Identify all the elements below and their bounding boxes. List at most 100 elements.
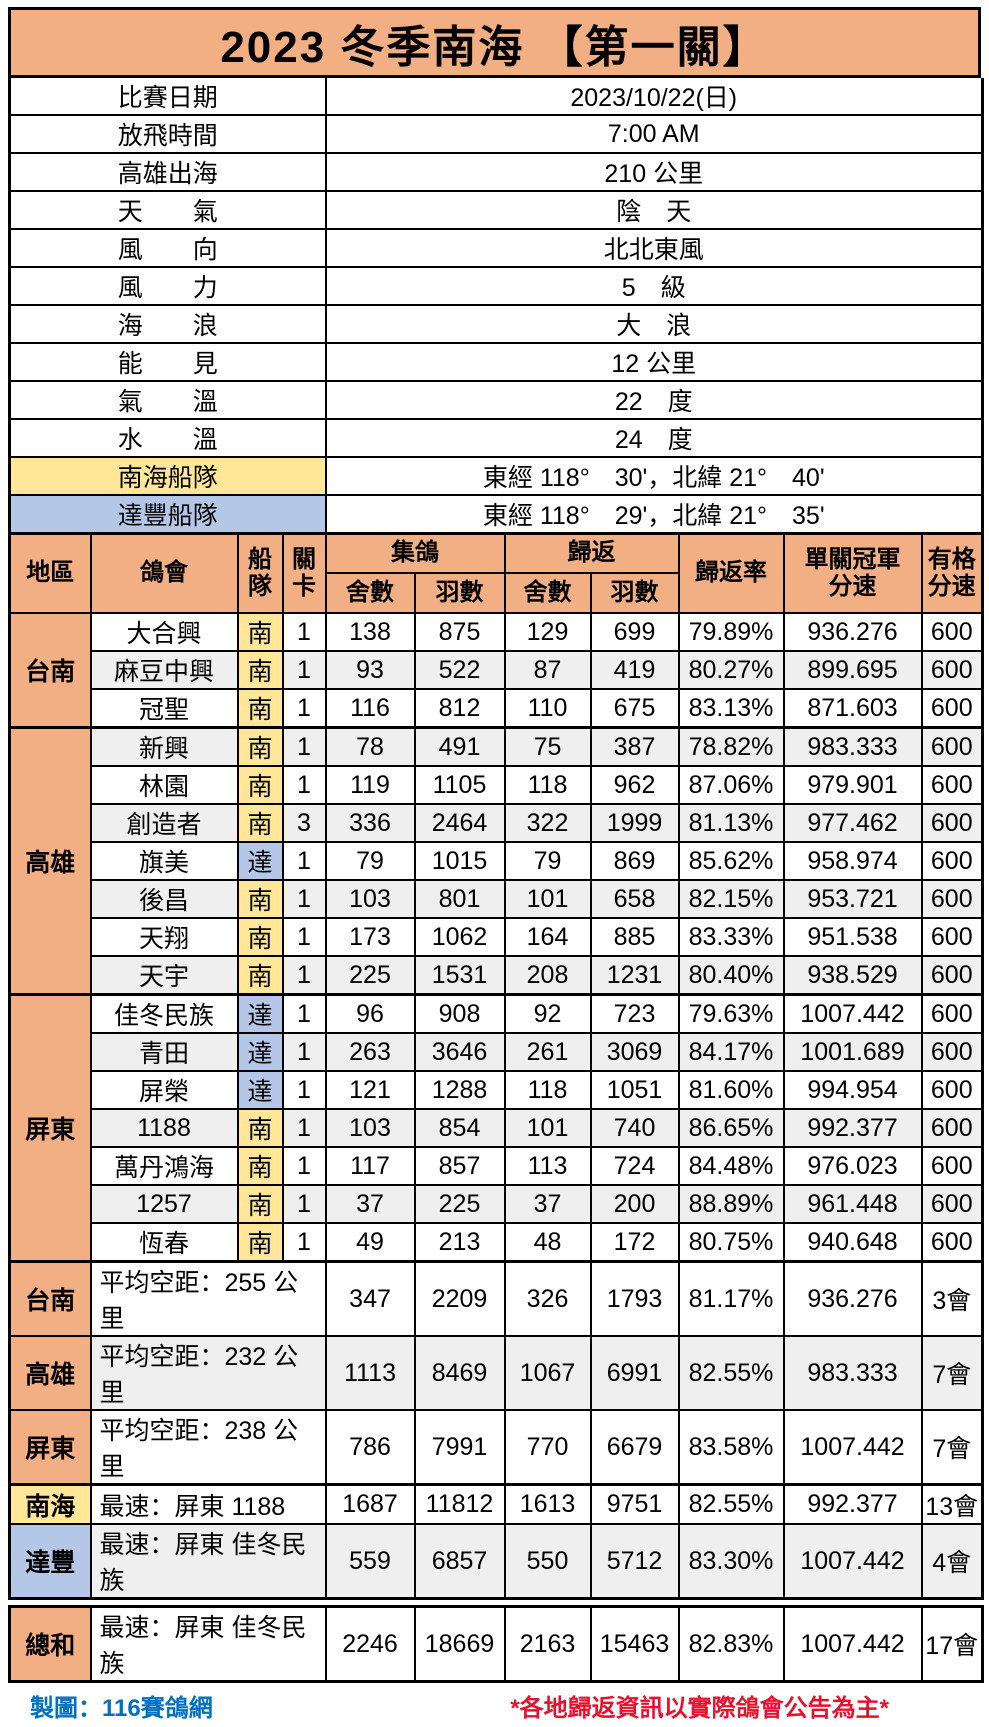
cell-rate: 78.82% [677, 726, 785, 767]
summary-label: 達豐 [8, 1523, 92, 1600]
cell-clubs: 17會 [920, 1605, 984, 1683]
page: 2023 冬季南海 【第一關】 比賽日期 2023/10/22(日) 放飛時間 7:0… [8, 7, 985, 1722]
club-row: 天宇南 1 225 1531 208 1231 80.40% 938.529 600 [10, 955, 984, 996]
region-label: 台南 [8, 613, 92, 729]
club-row: 冠聖南 1 116 812 110 675 83.13% 871.603 600 [10, 688, 984, 729]
club-row: 1188 南 1 103 854 101 740 86.65% 992.377 600 [10, 1108, 984, 1148]
cell-c_lofts: 225 [324, 955, 416, 996]
summary-desc: 最速：屏東 1188 [89, 1486, 327, 1525]
cell-r_lofts: 1613 [503, 1486, 592, 1525]
cell-r_birds: 723 [589, 993, 680, 1034]
cell-rate: 83.13% [677, 688, 785, 729]
cell-qualify: 600 [920, 1070, 984, 1110]
info-value: 22 度 [324, 380, 984, 420]
info-label: 風 力 [8, 266, 327, 306]
cell-c_lofts: 117 [324, 1146, 416, 1186]
info-row: 南海船隊 東經 118° 30'，北緯 21° 40' [8, 456, 984, 496]
info-label: 水 溫 [8, 418, 327, 458]
info-row: 放飛時間 7:00 AM [8, 114, 984, 154]
info-row: 能 見 12 公里 [8, 342, 984, 382]
cell-speed: 1007.442 [782, 1523, 923, 1600]
cell-clubs: 4會 [920, 1523, 984, 1600]
cell-c_birds: 522 [413, 650, 506, 690]
cell-rate: 79.63% [677, 993, 785, 1034]
club-name: 天宇 [89, 955, 239, 996]
cell-rate: 84.48% [677, 1146, 785, 1186]
cell-r_birds: 172 [589, 1222, 680, 1263]
club-row: 高雄 新興南 1 78 491 75 387 78.82% 983.333 600 [8, 726, 984, 996]
cell-stage: 1 [281, 879, 327, 919]
header-fleet: 船 隊 [236, 535, 284, 614]
club-name: 新興 [89, 726, 239, 767]
cell-r_birds: 387 [589, 726, 680, 767]
cell-clubs: 3會 [920, 1263, 984, 1337]
results-table: 地區 鴿會 船 隊 關 卡 集鴿 歸返 歸返率 單關冠軍 分速 有格 分速 舍數… [8, 535, 984, 1263]
cell-speed: 1001.689 [782, 1032, 923, 1072]
cell-stage: 1 [281, 993, 327, 1034]
cell-c_lofts: 93 [324, 650, 416, 690]
cell-r_lofts: 550 [503, 1523, 592, 1600]
cell-c_birds: 8469 [413, 1335, 506, 1411]
info-row: 風 向北北東風 [8, 228, 984, 268]
fleet-tag: 達 [236, 1070, 284, 1110]
cell-r_lofts: 101 [503, 879, 592, 919]
cell-speed: 953.721 [782, 879, 923, 919]
cell-r_lofts: 101 [503, 1108, 592, 1148]
fleet-tag: 南 [236, 765, 284, 805]
cell-c_lofts: 37 [324, 1184, 416, 1224]
fleet-tag: 南 [236, 879, 284, 919]
cell-speed: 983.333 [782, 1335, 923, 1411]
cell-r_birds: 740 [589, 1108, 680, 1148]
cell-c_birds: 875 [413, 613, 506, 652]
fleet-tag: 南 [236, 803, 284, 843]
cell-r_lofts: 87 [503, 650, 592, 690]
info-value: 東經 118° 30'，北緯 21° 40' [324, 456, 984, 496]
cell-stage: 1 [281, 917, 327, 957]
info-label: 氣 溫 [8, 380, 327, 420]
cell-r_birds: 1999 [589, 803, 680, 843]
cell-stage: 1 [281, 765, 327, 805]
cell-c_birds: 213 [413, 1222, 506, 1263]
fleet-tag: 南 [236, 726, 284, 767]
info-value: 7:00 AM [324, 114, 984, 154]
cell-r_lofts: 261 [503, 1032, 592, 1072]
club-row: 1257 南 1 37 225 37 200 88.89% 961.448 600 [10, 1184, 984, 1224]
cell-c_birds: 6857 [413, 1523, 506, 1600]
club-row: 屏榮達 1 121 1288 118 1051 81.60% 994.954 600 [10, 1070, 984, 1110]
fleet-tag: 達 [236, 993, 284, 1034]
club-name: 青田 [89, 1032, 239, 1072]
cell-rate: 88.89% [677, 1184, 785, 1224]
info-row: 水 溫 24 度 [8, 418, 984, 458]
cell-rate: 81.60% [677, 1070, 785, 1110]
summary-label: 高雄 [8, 1335, 92, 1411]
club-name: 後昌 [89, 879, 239, 919]
cell-rate: 87.06% [677, 765, 785, 805]
page-title: 2023 冬季南海 【第一關】 [8, 7, 981, 78]
cell-speed: 992.377 [782, 1486, 923, 1525]
fleet-tag: 南 [236, 650, 284, 690]
cell-rate: 83.33% [677, 917, 785, 957]
cell-r_birds: 15463 [589, 1605, 680, 1683]
cell-r_lofts: 1067 [503, 1335, 592, 1411]
cell-speed: 936.276 [782, 613, 923, 652]
cell-r_lofts: 770 [503, 1409, 592, 1486]
cell-qualify: 600 [920, 879, 984, 919]
info-row: 海 浪大 浪 [8, 304, 984, 344]
cell-speed: 983.333 [782, 726, 923, 767]
summary-label: 台南 [8, 1263, 92, 1337]
info-value: 東經 118° 29'，北緯 21° 35' [324, 494, 984, 535]
cell-speed: 1007.442 [782, 1409, 923, 1486]
club-row: 青田達 1 263 3646 261 3069 84.17% 1001.689 600 [10, 1032, 984, 1072]
cell-r_birds: 6991 [589, 1335, 680, 1411]
info-value: 大 浪 [324, 304, 984, 344]
region-label: 屏東 [8, 993, 92, 1263]
cell-clubs: 7會 [920, 1409, 984, 1486]
cell-rate: 82.55% [677, 1486, 785, 1525]
cell-r_lofts: 92 [503, 993, 592, 1034]
cell-r_birds: 1051 [589, 1070, 680, 1110]
club-name: 萬丹鴻海 [89, 1146, 239, 1186]
cell-c_birds: 801 [413, 879, 506, 919]
cell-c_lofts: 121 [324, 1070, 416, 1110]
cell-r_lofts: 118 [503, 765, 592, 805]
cell-c_lofts: 347 [324, 1263, 416, 1337]
